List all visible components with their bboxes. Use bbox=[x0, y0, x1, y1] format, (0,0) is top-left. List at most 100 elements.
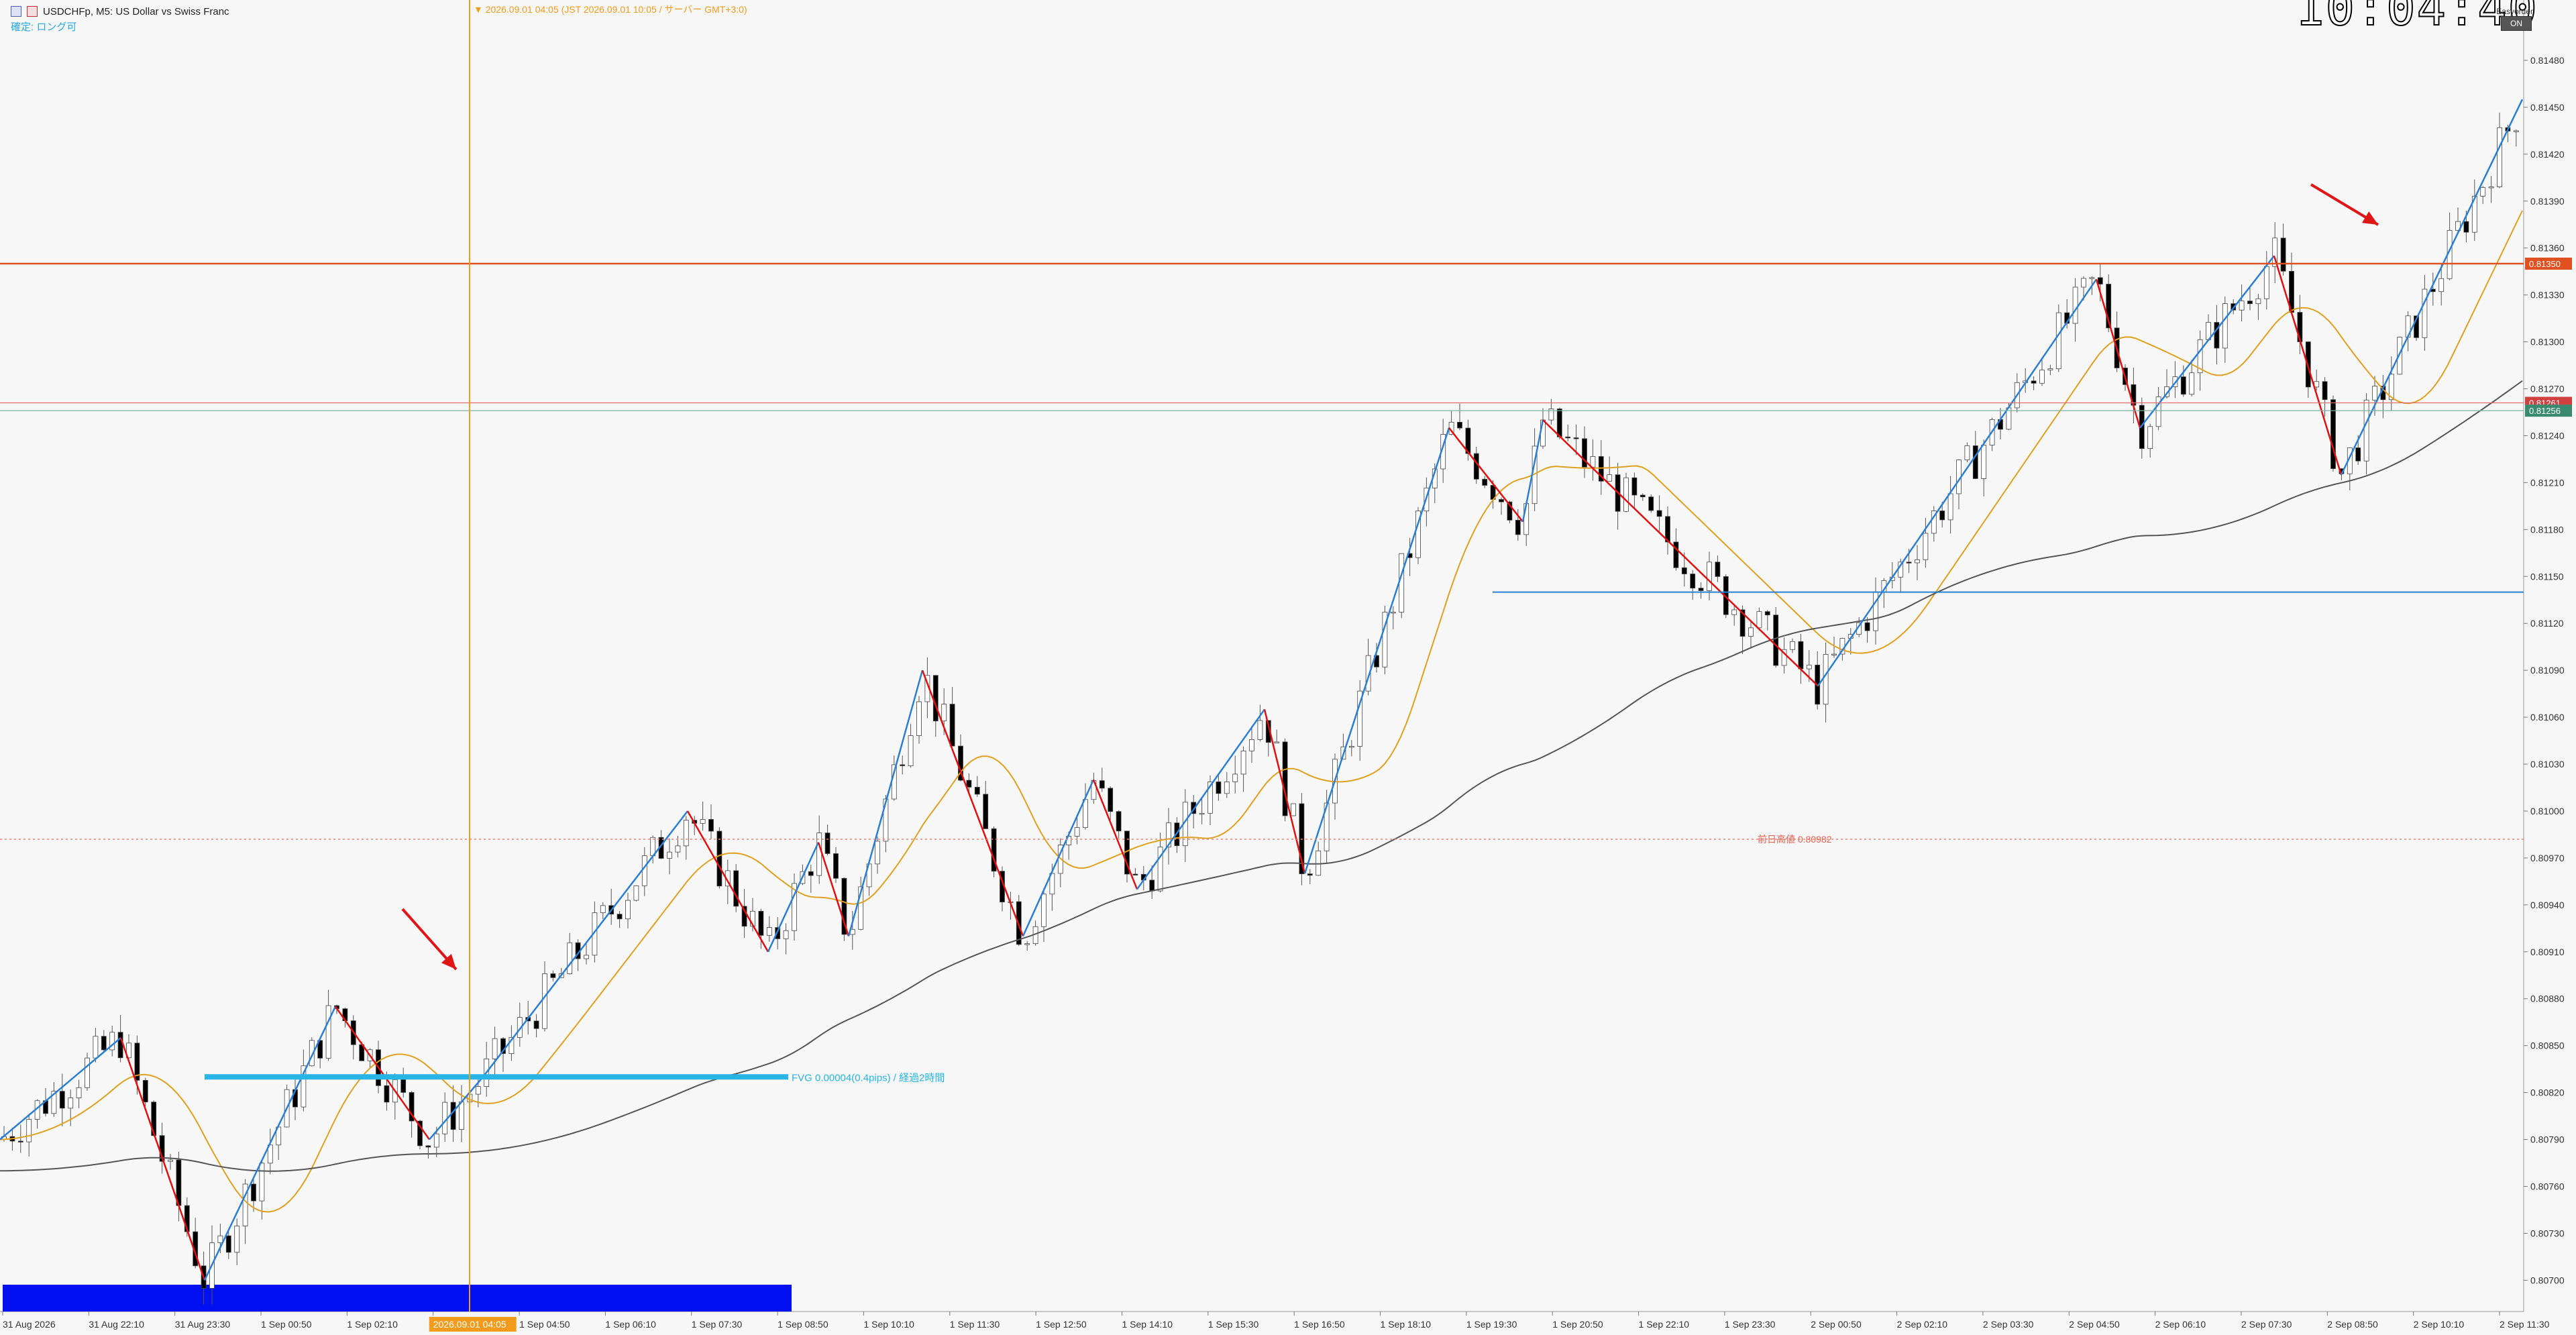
chart-window-icon[interactable] bbox=[11, 6, 21, 17]
candle-body bbox=[492, 1038, 498, 1059]
candle-body bbox=[808, 871, 814, 876]
candle-body bbox=[1399, 553, 1405, 612]
zigzag-down-segment bbox=[334, 1006, 431, 1140]
candle-body bbox=[1573, 437, 1579, 439]
candle-body bbox=[1915, 559, 1920, 564]
candle-body bbox=[1415, 511, 1421, 558]
ea-on-button[interactable]: ON bbox=[2501, 16, 2532, 31]
price-tick-label: 0.81090 bbox=[2530, 665, 2565, 676]
cursor-time-box bbox=[429, 1317, 517, 1332]
candle-body bbox=[2414, 315, 2419, 338]
candle-body bbox=[2488, 186, 2494, 189]
candle-body bbox=[1282, 741, 1288, 816]
candle-body bbox=[1482, 478, 1488, 486]
candle-body bbox=[1316, 850, 1322, 876]
candle-body bbox=[1348, 745, 1354, 748]
candle-body bbox=[134, 1043, 140, 1081]
price-tick-label: 0.81480 bbox=[2530, 55, 2565, 66]
candle-body bbox=[1648, 496, 1654, 511]
candle-body bbox=[76, 1087, 82, 1098]
price-tick-label: 0.81450 bbox=[2530, 102, 2565, 113]
zigzag-up-segment bbox=[767, 842, 820, 953]
time-tick-label: 1 Sep 18:10 bbox=[1381, 1319, 1432, 1330]
time-tick-label: 2 Sep 07:30 bbox=[2241, 1319, 2292, 1330]
chart-header: USDCHFp, M5: US Dollar vs Swiss Franc 確定… bbox=[11, 4, 229, 34]
time-tick-label: 2 Sep 04:50 bbox=[2069, 1319, 2120, 1330]
candle-body bbox=[2031, 380, 2037, 384]
candle-body bbox=[1823, 654, 1829, 705]
price-tick-label: 0.81150 bbox=[2530, 571, 2564, 582]
candle-body bbox=[783, 930, 789, 939]
candle-body bbox=[983, 794, 989, 829]
candle-body bbox=[2513, 130, 2519, 132]
candle-body bbox=[93, 1036, 99, 1059]
candle-body bbox=[683, 820, 689, 847]
candle-body bbox=[2189, 372, 2195, 395]
zigzag-up-segment bbox=[429, 1076, 484, 1140]
candle-body bbox=[625, 900, 631, 920]
zigzag-up-segment bbox=[2139, 255, 2275, 429]
ea-name-label: Easyorder bbox=[2496, 7, 2533, 16]
candle-body bbox=[916, 701, 922, 736]
candle-body bbox=[2497, 127, 2502, 187]
candle-body bbox=[409, 1092, 415, 1122]
candle-body bbox=[675, 845, 681, 853]
candle-body bbox=[2081, 278, 2086, 288]
candle-body bbox=[908, 735, 914, 766]
zigzag-up-segment bbox=[203, 1006, 337, 1281]
candle-body bbox=[309, 1040, 315, 1067]
candle-body bbox=[550, 973, 556, 978]
price-tick-label: 0.81030 bbox=[2530, 759, 2565, 769]
candle-body bbox=[459, 1102, 464, 1130]
price-tick-label: 0.80700 bbox=[2530, 1275, 2565, 1285]
candle-body bbox=[766, 927, 772, 936]
time-tick-label: 31 Aug 22:10 bbox=[89, 1319, 144, 1330]
candle-body bbox=[59, 1091, 65, 1109]
candle-body bbox=[1931, 511, 1937, 534]
candle-body bbox=[1731, 609, 1737, 615]
trade-status-text: 確定: ロング可 bbox=[11, 21, 77, 33]
candle-body bbox=[1673, 541, 1679, 568]
candle-body bbox=[775, 927, 781, 939]
zigzag-up-segment bbox=[1022, 779, 1095, 937]
time-tick-label: 1 Sep 12:50 bbox=[1036, 1319, 1087, 1330]
zigzag-down-segment bbox=[2273, 255, 2343, 476]
candle-body bbox=[941, 704, 947, 722]
fvg-label: FVG 0.00004(0.4pips) / 経過2時間 bbox=[792, 1072, 945, 1083]
candle-body bbox=[2330, 399, 2336, 469]
indicator-icon[interactable] bbox=[27, 6, 38, 17]
candle-body bbox=[1249, 739, 1254, 751]
candle-body bbox=[1565, 436, 1571, 439]
zigzag-down-segment bbox=[686, 810, 769, 953]
price-tick-label: 0.81390 bbox=[2530, 196, 2565, 207]
candle-body bbox=[109, 1032, 115, 1051]
candle-body bbox=[1590, 456, 1596, 468]
candle-body bbox=[400, 1079, 407, 1093]
price-tick-label: 0.81270 bbox=[2530, 384, 2565, 394]
candle-body bbox=[384, 1085, 390, 1103]
candle-body bbox=[991, 828, 997, 872]
candle-body bbox=[1556, 409, 1562, 437]
time-tick-label: 31 Aug 23:30 bbox=[175, 1319, 231, 1330]
candle-body bbox=[442, 1102, 448, 1134]
candle-body bbox=[641, 855, 647, 886]
candle-body bbox=[2197, 339, 2203, 374]
zigzag-down-segment bbox=[817, 842, 850, 937]
candle-body bbox=[1781, 649, 1787, 666]
candle-body bbox=[425, 1145, 431, 1148]
candle-body bbox=[234, 1226, 240, 1253]
candle-body bbox=[1790, 641, 1795, 650]
time-tick-label: 1 Sep 15:30 bbox=[1208, 1319, 1259, 1330]
candle-body bbox=[1756, 611, 1762, 629]
time-tick-label: 1 Sep 14:10 bbox=[1122, 1319, 1173, 1330]
candle-body bbox=[633, 885, 639, 901]
candle-body bbox=[1473, 453, 1479, 480]
zigzag-down-segment bbox=[921, 670, 1024, 937]
zigzag-up-segment bbox=[1136, 708, 1266, 890]
candle-body bbox=[217, 1235, 223, 1244]
time-tick-label: 2 Sep 03:30 bbox=[1983, 1319, 2034, 1330]
time-tick-label: 1 Sep 00:50 bbox=[261, 1319, 312, 1330]
candle-body bbox=[1964, 445, 1970, 460]
candle-body bbox=[883, 798, 889, 842]
